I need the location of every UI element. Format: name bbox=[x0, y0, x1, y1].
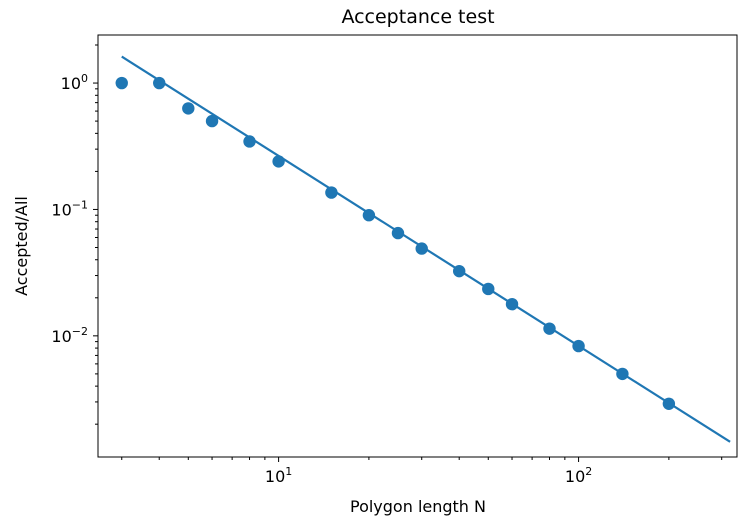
chart-title: Acceptance test bbox=[341, 6, 494, 28]
data-point bbox=[572, 339, 585, 353]
plot-frame bbox=[97, 34, 738, 458]
data-point bbox=[391, 226, 405, 240]
x-axis-ticks: 101 102 bbox=[121, 457, 723, 486]
data-point bbox=[153, 76, 166, 90]
y-axis-ticks: 100 10−1 10−2 bbox=[51, 44, 98, 425]
data-point bbox=[482, 282, 495, 296]
y-axis-title: Accepted/All bbox=[12, 196, 31, 296]
data-point bbox=[362, 209, 376, 222]
x-tick-label: 102 bbox=[565, 465, 592, 486]
data-point bbox=[662, 397, 676, 410]
plot-area bbox=[115, 55, 731, 443]
data-point bbox=[616, 367, 629, 381]
data-point bbox=[325, 186, 338, 199]
data-point bbox=[205, 114, 219, 128]
y-tick-label: 10−1 bbox=[51, 198, 88, 219]
data-point bbox=[505, 297, 519, 311]
y-tick-label: 10−2 bbox=[51, 325, 88, 346]
data-point bbox=[543, 322, 556, 335]
x-axis-title: Polygon length N bbox=[350, 497, 486, 516]
y-tick-label: 100 bbox=[61, 72, 88, 93]
data-point bbox=[182, 102, 195, 115]
data-point bbox=[415, 242, 428, 255]
data-point bbox=[243, 135, 256, 148]
data-point bbox=[115, 76, 128, 90]
x-tick-label: 101 bbox=[265, 465, 292, 486]
data-point bbox=[272, 155, 285, 168]
data-point bbox=[453, 264, 466, 278]
